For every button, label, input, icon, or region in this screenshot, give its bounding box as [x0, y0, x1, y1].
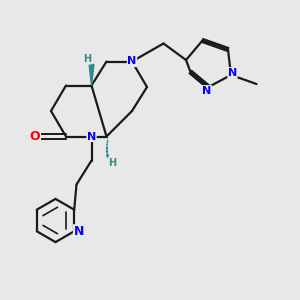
Text: O: O — [30, 130, 40, 143]
Polygon shape — [89, 64, 94, 86]
Text: N: N — [202, 85, 211, 96]
Text: H: H — [108, 158, 117, 169]
Text: N: N — [74, 225, 84, 238]
Text: N: N — [87, 131, 96, 142]
Text: H: H — [83, 54, 91, 64]
Text: N: N — [228, 68, 237, 78]
Text: N: N — [128, 56, 136, 67]
